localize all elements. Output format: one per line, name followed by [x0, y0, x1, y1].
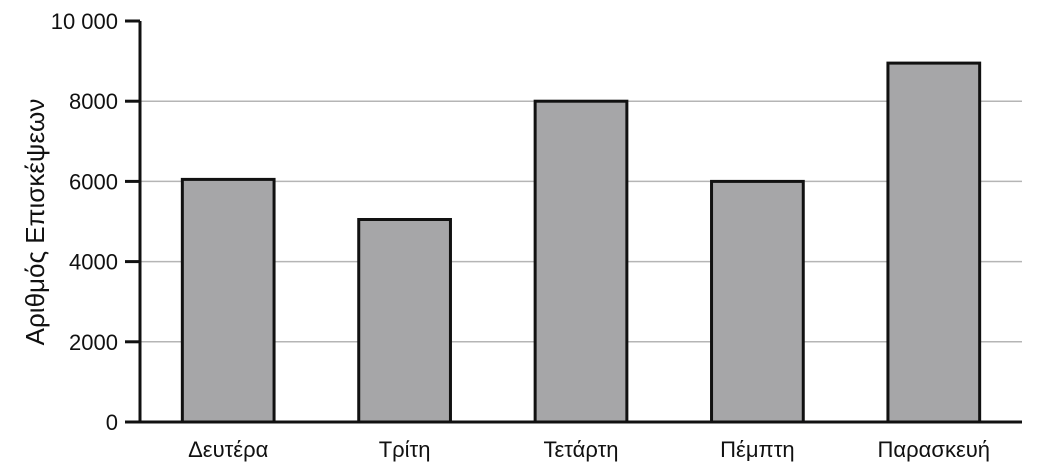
y-tick-label: 6000 — [69, 169, 118, 194]
bar-3 — [533, 99, 629, 424]
axes — [125, 19, 1022, 424]
y-tick-label: 0 — [106, 410, 118, 435]
x-tick-label: Παρασκευή — [878, 437, 991, 462]
x-tick-label: Δευτέρα — [188, 437, 269, 462]
bars — [180, 61, 982, 424]
y-tick-label: 8000 — [69, 89, 118, 114]
bar-4 — [710, 179, 805, 424]
tick-labels: 0 2000 4000 6000 8000 10 000 Δευτέρα Τρίτη Τετάρ… — [51, 9, 990, 462]
bar-2 — [357, 217, 452, 424]
bar-5 — [886, 61, 982, 424]
y-tick-label: 4000 — [69, 250, 118, 275]
y-tick-label: 2000 — [69, 330, 118, 355]
y-axis-label: Αριθμός Επισκέψεων — [20, 99, 50, 346]
x-tick-label: Πέμπτη — [720, 437, 794, 462]
x-tick-label: Τετάρτη — [543, 437, 618, 462]
bar-1 — [180, 177, 276, 424]
x-tick-label: Τρίτη — [379, 437, 431, 462]
y-tick-label: 10 000 — [51, 9, 118, 34]
